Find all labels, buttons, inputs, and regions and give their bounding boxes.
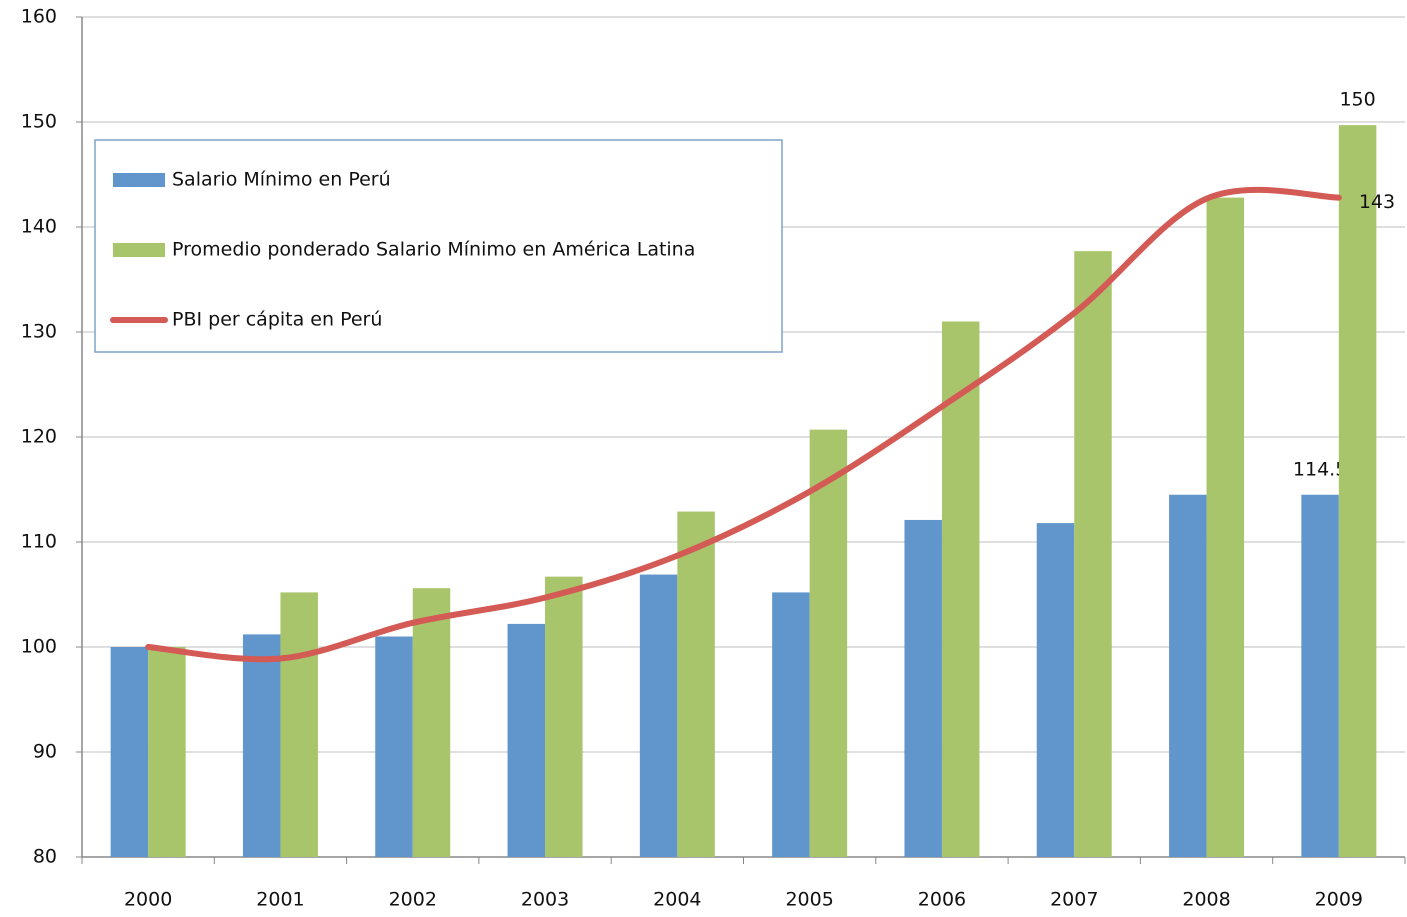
legend-label: PBI per cápita en Perú bbox=[172, 309, 382, 331]
bar bbox=[809, 429, 848, 857]
y-tick-label: 110 bbox=[21, 531, 57, 553]
y-tick-label: 130 bbox=[21, 321, 57, 343]
bar bbox=[1206, 197, 1245, 858]
legend-swatch bbox=[113, 173, 165, 187]
bar bbox=[242, 634, 281, 857]
bar bbox=[412, 588, 451, 857]
x-tick-label: 2002 bbox=[389, 889, 437, 911]
x-tick-label: 2005 bbox=[785, 889, 833, 911]
bar bbox=[941, 321, 980, 857]
bar bbox=[772, 592, 810, 857]
legend-box bbox=[94, 139, 783, 353]
y-tick-label: 80 bbox=[33, 846, 57, 868]
bar bbox=[507, 623, 546, 857]
data-label: 143 bbox=[1359, 191, 1395, 213]
bar bbox=[110, 647, 149, 857]
x-tick-label: 2001 bbox=[256, 889, 304, 911]
bar bbox=[1338, 125, 1377, 857]
bar bbox=[1169, 494, 1207, 857]
legend-label: Salario Mínimo en Perú bbox=[172, 169, 391, 191]
bar bbox=[280, 592, 318, 857]
y-tick-label: 120 bbox=[21, 426, 57, 448]
x-tick-label: 2006 bbox=[918, 889, 966, 911]
y-tick-label: 150 bbox=[21, 111, 57, 133]
bar bbox=[1301, 494, 1339, 857]
bar bbox=[375, 636, 413, 857]
legend-label: Promedio ponderado Salario Mínimo en Amé… bbox=[172, 239, 695, 261]
y-tick-label: 100 bbox=[21, 636, 57, 658]
x-tick-label: 2003 bbox=[521, 889, 569, 911]
data-label: 150 bbox=[1339, 89, 1375, 111]
data-label: 114.5 bbox=[1293, 458, 1347, 480]
line bbox=[145, 186, 1342, 663]
x-tick-label: 2007 bbox=[1050, 889, 1098, 911]
y-tick-label: 140 bbox=[21, 216, 57, 238]
bar bbox=[1074, 251, 1112, 857]
y-tick-label: 90 bbox=[33, 741, 57, 763]
y-tick-label: 160 bbox=[21, 6, 57, 28]
bar bbox=[639, 574, 678, 857]
bar bbox=[677, 511, 715, 857]
x-tick-label: 2000 bbox=[124, 889, 172, 911]
bar bbox=[148, 647, 186, 857]
x-tick-label: 2009 bbox=[1315, 889, 1363, 911]
x-tick-label: 2004 bbox=[653, 889, 701, 911]
bar bbox=[545, 576, 583, 857]
x-tick-label: 2008 bbox=[1182, 889, 1230, 911]
bar bbox=[1036, 523, 1075, 857]
legend-swatch bbox=[113, 243, 165, 257]
bar bbox=[904, 519, 942, 857]
